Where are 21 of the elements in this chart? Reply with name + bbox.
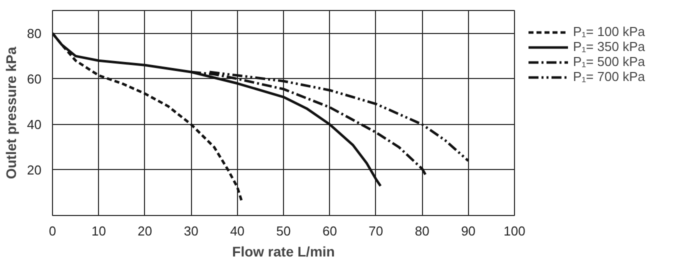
- x-tick-label: 90: [461, 224, 476, 238]
- legend-label: P₁= 350 kPa: [573, 39, 645, 54]
- y-tick-label: 20: [27, 162, 42, 178]
- legend-label: P₁= 700 kPa: [573, 69, 645, 84]
- legend-label: P₁= 500 kPa: [573, 54, 645, 69]
- x-tick-label: 60: [322, 224, 337, 238]
- x-tick-label: 30: [184, 224, 198, 238]
- x-tick-label: 20: [138, 224, 152, 238]
- x-tick-label: 50: [276, 224, 291, 238]
- x-tick-label: 80: [414, 224, 430, 238]
- y-tick-label: 80: [27, 26, 42, 41]
- x-tick-label: 10: [91, 224, 106, 238]
- y-axis-title: Outlet pressure kPa: [3, 46, 20, 180]
- y-tick-label: 40: [27, 116, 42, 132]
- x-axis-title: Flow rate L/min: [232, 244, 335, 260]
- legend-label: P₁= 100 kPa: [573, 24, 645, 39]
- x-tick-label: 40: [230, 224, 245, 238]
- y-tick-label: 60: [27, 71, 42, 86]
- x-tick-label: 70: [368, 224, 384, 238]
- x-tick-label: 100: [504, 224, 526, 238]
- x-tick-label: 0: [48, 224, 56, 238]
